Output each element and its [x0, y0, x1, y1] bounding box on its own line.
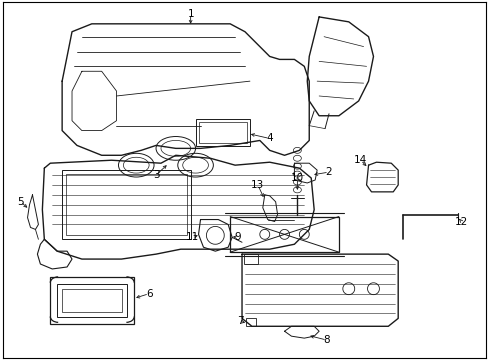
Text: 8: 8 [323, 335, 330, 345]
Text: 10: 10 [290, 173, 304, 183]
Text: 5: 5 [17, 197, 24, 207]
Text: 6: 6 [145, 289, 152, 299]
Text: 1: 1 [187, 9, 194, 19]
Text: 7: 7 [236, 316, 243, 327]
Bar [244, 254, 257, 264]
Bar [198, 122, 246, 143]
Bar [245, 318, 255, 326]
Text: 13: 13 [251, 180, 264, 190]
Bar [62, 289, 122, 312]
Bar [66, 174, 186, 235]
Text: 4: 4 [266, 134, 272, 144]
Text: 9: 9 [234, 232, 241, 242]
Text: 2: 2 [325, 167, 332, 177]
Bar [195, 119, 249, 147]
Bar [62, 170, 190, 239]
Bar [230, 217, 338, 252]
Text: 3: 3 [152, 170, 159, 180]
Text: 11: 11 [185, 232, 199, 242]
Bar [50, 277, 134, 324]
Bar [57, 284, 127, 318]
Text: 14: 14 [353, 155, 366, 165]
Text: 12: 12 [454, 216, 467, 226]
